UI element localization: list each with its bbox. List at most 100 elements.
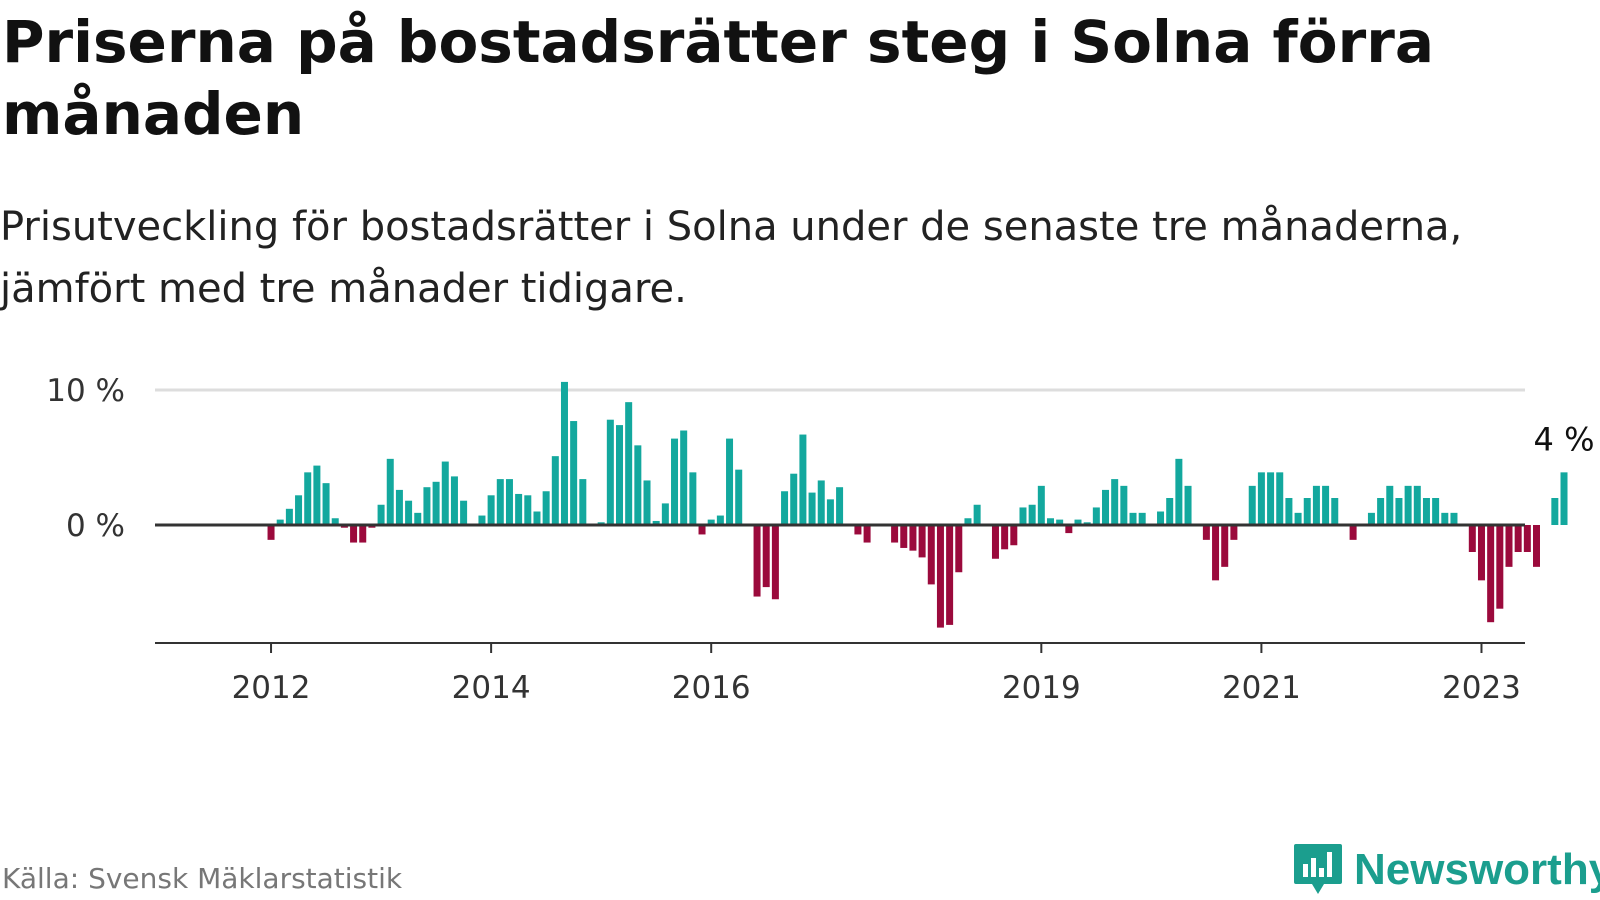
bar — [1468, 525, 1476, 552]
bar — [671, 438, 679, 525]
x-tick-label: 2016 — [672, 670, 751, 706]
bar — [1267, 472, 1275, 525]
x-tick-label: 2023 — [1442, 670, 1521, 706]
bar — [808, 492, 816, 525]
bar — [1505, 525, 1513, 567]
bar — [395, 489, 403, 525]
bar — [1386, 485, 1394, 525]
bar — [304, 472, 312, 525]
bar — [423, 487, 431, 525]
bar — [1212, 525, 1220, 581]
bar — [1175, 458, 1183, 525]
bar — [689, 472, 697, 525]
axis-layer: 0 % 10 % 2012 2014 2016 2019 2021 2023 — [46, 373, 1525, 706]
bar — [331, 518, 339, 525]
bar — [579, 479, 587, 525]
bar — [1322, 485, 1330, 525]
x-tick-label: 2021 — [1222, 670, 1301, 706]
chart-title: Priserna på bostadsrätter steg i Solna f… — [2, 8, 1434, 148]
bar-layer — [267, 381, 1568, 628]
x-tick-label: 2019 — [1002, 670, 1081, 706]
bar — [661, 503, 669, 525]
bar — [313, 465, 321, 525]
bar — [542, 491, 550, 525]
bar — [1331, 498, 1339, 525]
bar — [1441, 512, 1449, 525]
bar — [1551, 498, 1559, 525]
bar — [1037, 485, 1045, 525]
bar — [652, 520, 660, 525]
bar — [377, 504, 385, 525]
bar — [616, 425, 623, 525]
bar — [936, 525, 944, 628]
bar — [1248, 485, 1256, 525]
bar — [625, 402, 633, 525]
bar — [350, 525, 358, 543]
bar — [414, 512, 422, 525]
bar — [1202, 525, 1210, 540]
bar — [1312, 485, 1320, 525]
bar — [450, 476, 458, 525]
bar — [1477, 525, 1485, 581]
brand-logo[interactable]: Newsworthy — [1292, 842, 1600, 898]
bar — [515, 493, 523, 525]
bar — [909, 525, 917, 551]
bar — [1138, 512, 1146, 525]
bar — [1001, 525, 1009, 550]
bar — [496, 479, 504, 525]
bar — [1377, 498, 1385, 525]
bar — [1046, 518, 1054, 525]
bar — [1303, 498, 1311, 525]
bar — [1533, 525, 1540, 567]
bar — [478, 515, 486, 525]
bar — [918, 525, 926, 558]
newsworthy-logo-icon — [1294, 844, 1342, 894]
bar — [1028, 504, 1036, 525]
bar — [1514, 525, 1522, 552]
bar — [680, 430, 688, 525]
bar — [1074, 519, 1082, 525]
bar — [1230, 525, 1238, 540]
bar — [1129, 512, 1137, 525]
bar — [836, 487, 844, 525]
bar — [1166, 498, 1174, 525]
bar — [1092, 507, 1100, 525]
bar — [1065, 525, 1073, 534]
bar — [735, 469, 743, 525]
bar — [698, 525, 706, 535]
bar — [606, 419, 614, 525]
bar — [295, 495, 303, 525]
bar — [927, 525, 935, 585]
bar — [1111, 479, 1119, 525]
bar — [560, 381, 568, 525]
y-tick-label: 0 % — [66, 508, 125, 544]
bar — [267, 525, 275, 540]
bar — [973, 504, 981, 525]
bar — [1019, 507, 1027, 525]
x-tick-label: 2014 — [452, 670, 531, 706]
bar — [991, 525, 999, 559]
bar — [891, 525, 899, 543]
bar — [1432, 498, 1440, 525]
label-layer: 4 % — [1534, 420, 1595, 458]
bar — [826, 499, 834, 525]
bar — [1560, 472, 1568, 525]
bar — [432, 481, 440, 525]
bar — [1257, 472, 1265, 525]
bar — [441, 461, 449, 525]
bar — [726, 438, 734, 525]
bar — [405, 500, 413, 525]
bar — [964, 518, 972, 525]
bar — [276, 519, 284, 525]
bar — [487, 495, 495, 525]
bar — [1496, 525, 1504, 609]
bar — [1413, 485, 1421, 525]
last-value-label: 4 % — [1534, 420, 1595, 458]
x-tick-label: 2012 — [232, 670, 311, 706]
bar — [1367, 512, 1375, 525]
bar — [505, 479, 513, 525]
bar — [854, 525, 862, 535]
bar — [1102, 489, 1110, 525]
bar — [762, 525, 770, 588]
bar — [1422, 498, 1430, 525]
